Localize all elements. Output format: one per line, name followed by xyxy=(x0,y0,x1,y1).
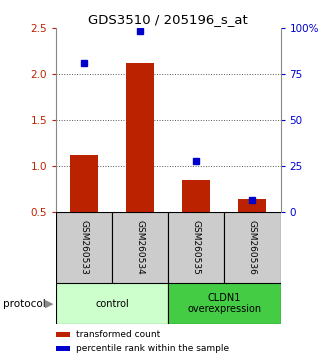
Text: percentile rank within the sample: percentile rank within the sample xyxy=(76,344,229,353)
Title: GDS3510 / 205196_s_at: GDS3510 / 205196_s_at xyxy=(88,13,248,26)
FancyBboxPatch shape xyxy=(168,212,224,283)
Bar xyxy=(182,180,211,212)
FancyBboxPatch shape xyxy=(224,212,280,283)
Text: control: control xyxy=(95,298,129,309)
Text: CLDN1
overexpression: CLDN1 overexpression xyxy=(187,293,261,314)
FancyBboxPatch shape xyxy=(56,212,112,283)
Bar xyxy=(56,346,70,351)
Text: ▶: ▶ xyxy=(45,298,53,309)
Bar xyxy=(239,199,267,212)
FancyBboxPatch shape xyxy=(168,283,280,324)
Text: protocol: protocol xyxy=(3,298,46,309)
Text: GSM260536: GSM260536 xyxy=(248,220,257,275)
Text: transformed count: transformed count xyxy=(76,330,161,339)
Bar xyxy=(56,332,70,337)
Bar xyxy=(126,63,154,212)
Text: GSM260535: GSM260535 xyxy=(192,220,201,275)
Text: GSM260534: GSM260534 xyxy=(136,221,145,275)
Text: GSM260533: GSM260533 xyxy=(80,220,89,275)
FancyBboxPatch shape xyxy=(56,283,168,324)
FancyBboxPatch shape xyxy=(112,212,168,283)
Bar xyxy=(70,155,98,212)
